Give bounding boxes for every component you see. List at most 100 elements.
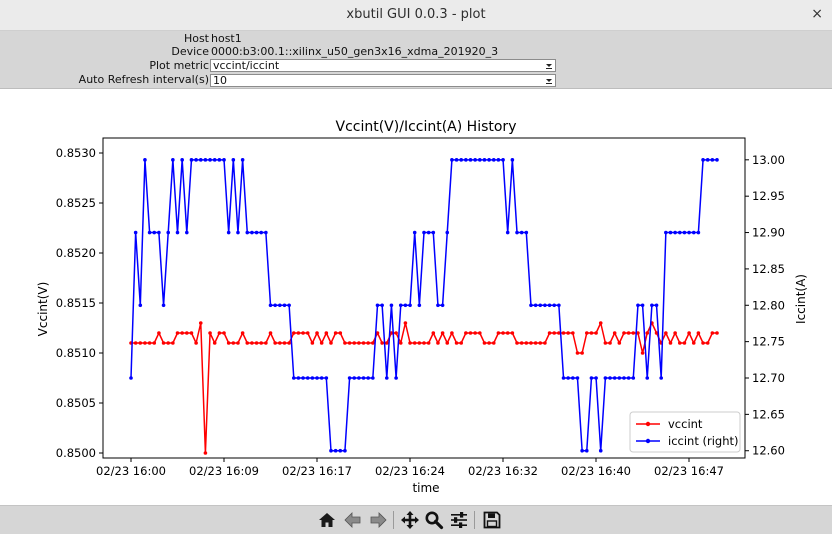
data-point-vccint [436,341,440,345]
data-point-vccint [557,331,561,335]
data-point-iccint [552,303,557,308]
data-point-vccint [529,341,533,345]
save-button[interactable] [482,510,502,530]
data-point-iccint [222,158,226,162]
data-point-iccint [357,376,361,380]
data-point-vccint [543,341,547,345]
data-point-vccint [631,331,636,335]
data-point-iccint [668,230,673,235]
data-point-vccint [422,341,426,345]
data-point-vccint [291,331,296,335]
data-point-iccint [217,158,222,162]
data-point-iccint [338,448,343,453]
host-value: host1 [211,32,242,45]
data-point-iccint [464,158,468,162]
data-point-vccint [617,341,622,345]
data-point-iccint [333,448,338,453]
legend-iccint-marker [645,438,651,444]
data-point-iccint [687,230,691,235]
data-point-vccint [552,331,557,335]
x-tick-label: 02/23 16:32 [468,464,538,478]
data-point-iccint [645,376,650,380]
data-point-iccint [315,376,319,380]
data-point-vccint [705,341,710,345]
data-point-vccint [640,351,645,355]
data-point-iccint [710,158,715,162]
data-point-vccint [175,331,180,335]
data-point-iccint [524,230,529,235]
window-titlebar: xbutil GUI 0.0.3 - plot × [0,0,832,31]
data-point-iccint [631,376,636,380]
zoom-button[interactable] [424,510,444,530]
legend-box [629,411,741,453]
back-button[interactable] [343,510,363,530]
data-point-iccint [561,376,566,380]
data-point-vccint [710,331,715,335]
data-point-iccint [566,376,570,380]
data-point-vccint [333,331,338,335]
data-point-vccint [417,341,422,345]
data-point-vccint [361,341,366,345]
data-point-iccint [384,376,389,380]
x-tick-label: 02/23 16:40 [561,464,631,478]
data-point-iccint [264,230,268,235]
y-right-tick-label: 12.85 [752,262,785,276]
data-point-iccint [408,303,412,308]
data-point-iccint [236,230,240,235]
legend: vccint iccint (right) [629,411,741,453]
data-point-iccint [422,230,426,235]
data-point-iccint [240,158,245,162]
data-point-vccint [575,351,580,355]
data-point-iccint [180,158,184,162]
sliders-icon [451,512,467,528]
data-point-iccint [691,230,696,235]
data-point-iccint [575,376,580,380]
data-point-iccint [175,230,180,235]
data-point-vccint [338,331,343,335]
data-point-vccint [296,331,301,335]
data-point-iccint [487,158,491,162]
data-point-iccint [189,158,194,162]
data-point-vccint [194,341,198,345]
chevron-down-icon [546,64,552,69]
home-button[interactable] [317,510,337,530]
data-point-iccint [654,303,659,308]
data-point-vccint [343,341,347,345]
forward-button[interactable] [368,510,388,530]
data-point-iccint [580,448,584,453]
data-point-vccint [598,321,603,325]
pan-button[interactable] [400,510,420,530]
data-point-iccint [133,230,138,235]
data-point-vccint [636,331,640,335]
configure-subplots-button[interactable] [449,510,469,530]
data-point-iccint [343,448,347,453]
data-point-iccint [138,303,143,308]
data-point-vccint [301,331,305,335]
data-point-iccint [538,303,543,308]
data-point-iccint [375,303,380,308]
data-point-iccint [677,230,682,235]
data-point-iccint [291,376,296,380]
data-point-iccint [491,158,496,162]
data-point-vccint [171,341,175,345]
data-point-vccint [375,331,380,335]
data-point-iccint [459,158,464,162]
plot-metric-select[interactable]: vccint/iccint [210,59,556,72]
close-icon[interactable]: × [811,6,823,22]
x-axis-label: time [412,481,439,495]
navigation-toolbar [0,505,832,534]
data-point-iccint [529,303,533,308]
data-point-iccint [403,303,408,308]
device-value: 0000:b3:00.1::xilinx_u50_gen3x16_xdma_20… [211,45,499,58]
toolbar-separator [474,511,475,529]
y-right-axis-label: Iccint(A) [794,274,808,324]
data-point-iccint [389,303,394,308]
data-point-iccint [468,158,473,162]
data-point-iccint [250,230,254,235]
data-point-iccint [659,376,663,380]
refresh-interval-select[interactable]: 10 [210,74,556,87]
data-point-vccint [412,341,417,345]
data-point-vccint [515,341,519,345]
data-point-iccint [208,158,212,162]
data-point-iccint [519,230,524,235]
